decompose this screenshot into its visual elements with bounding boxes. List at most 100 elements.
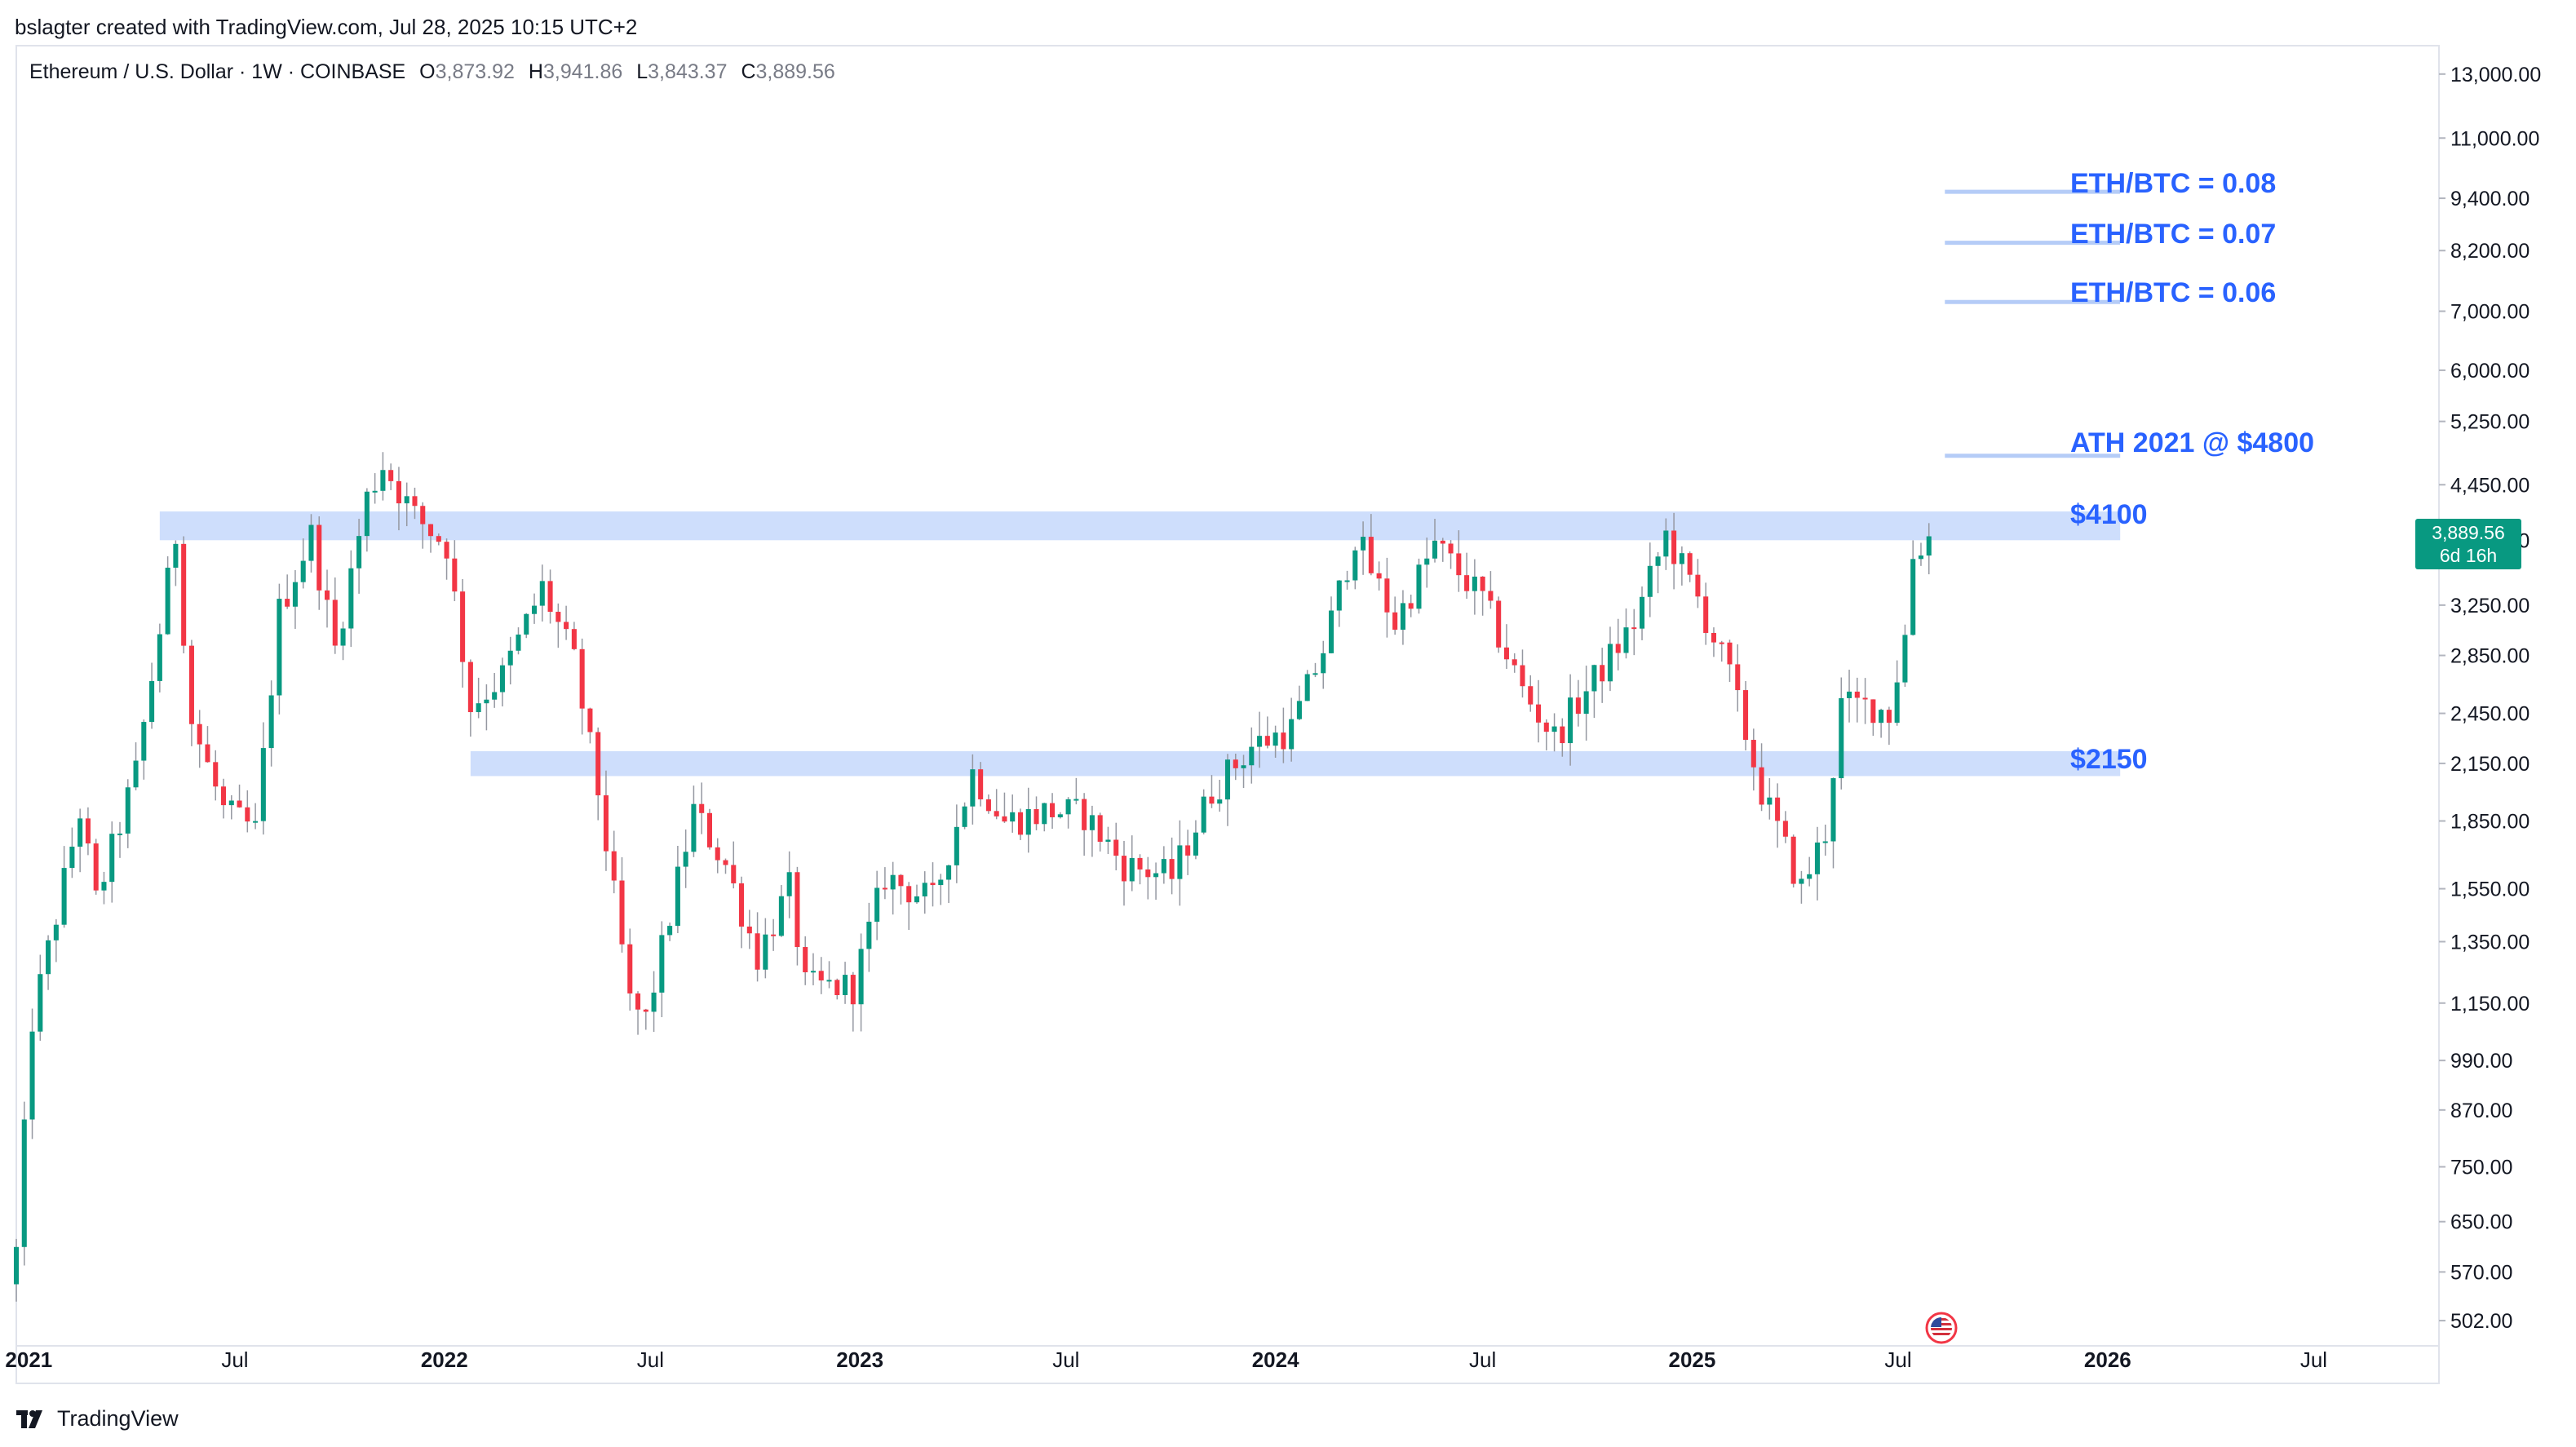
candle-body [850, 975, 856, 1005]
candle [21, 1101, 27, 1266]
candle [316, 516, 322, 610]
time-axis[interactable]: 2021 Jul 2022 Jul 2023 Jul 2024 Jul 2025 Jul 2026 J… [5, 1347, 2327, 1372]
candle [388, 463, 394, 490]
candle [1185, 830, 1191, 875]
candle-body [1233, 759, 1238, 768]
candle [460, 578, 466, 688]
candle-body [1790, 836, 1796, 884]
eth-btc-006-label[interactable]: ETH/BTC = 0.06 [2070, 277, 2277, 308]
candle [1296, 685, 1302, 720]
candle [1097, 812, 1103, 852]
candle [340, 622, 346, 661]
candle [1807, 856, 1812, 887]
candle-body [1017, 812, 1024, 835]
candle-body [532, 605, 538, 614]
candle [1010, 794, 1016, 833]
candle [659, 921, 665, 1018]
candle [1057, 812, 1063, 819]
candle [1799, 870, 1804, 904]
candle-body [444, 542, 449, 559]
candle-body [285, 599, 290, 607]
candle [627, 928, 633, 1011]
eth-btc-008-label[interactable]: ETH/BTC = 0.08 [2070, 168, 2277, 199]
chart-pane[interactable] [15, 45, 2440, 1384]
candle-body [85, 818, 91, 844]
candle-body [1535, 704, 1542, 723]
eth-btc-007-label[interactable]: ETH/BTC = 0.07 [2070, 219, 2277, 250]
candle-body [786, 872, 792, 896]
last-price-value: 3,889.56 [2432, 522, 2505, 543]
candle [539, 564, 545, 622]
candle-body [1185, 845, 1191, 856]
candle-body [1129, 857, 1135, 882]
candle [898, 874, 904, 905]
symbol-name[interactable]: Ethereum / U.S. Dollar · 1W · COINBASE [29, 60, 406, 83]
candle-body [1512, 659, 1517, 666]
candle [1583, 666, 1589, 741]
zone-1[interactable] [470, 750, 2121, 777]
candle-body [300, 560, 306, 582]
candle-body [1057, 814, 1063, 817]
ath-2021-label[interactable]: ATH 2021 @ $4800 [2070, 427, 2315, 458]
candle-body [834, 980, 840, 995]
candle-body [324, 590, 330, 600]
candle-body [985, 799, 991, 812]
candle-body [1025, 808, 1031, 835]
candle-body [1767, 797, 1773, 805]
candle [165, 556, 170, 635]
candle-body [1137, 857, 1143, 870]
price-axis-tick-label: 3,250.00 [2450, 595, 2530, 617]
candle [1376, 561, 1382, 591]
zone-0[interactable] [159, 511, 2121, 541]
candle [380, 452, 386, 501]
tradingview-logo[interactable]: TradingView [16, 1406, 179, 1432]
candle [1568, 674, 1573, 766]
candle-body [635, 993, 641, 1010]
candle [1456, 530, 1462, 592]
price-axis-tick-label: 1,150.00 [2450, 993, 2530, 1016]
candle-body [1257, 736, 1263, 747]
candle [173, 540, 179, 586]
price-axis-tick-label: 502.00 [2450, 1310, 2512, 1333]
candle [683, 829, 688, 888]
time-axis-tick-label: Jul [2300, 1347, 2327, 1372]
candle [1065, 797, 1071, 829]
candle-body [117, 833, 123, 835]
candle [794, 866, 800, 966]
resistance-zone-label[interactable]: $4100 [2070, 499, 2148, 530]
candle [1424, 538, 1430, 588]
candle-body [1193, 832, 1198, 856]
candle [1671, 512, 1677, 590]
candle-body [1456, 553, 1462, 576]
candle [850, 971, 856, 1032]
candle-body [699, 803, 705, 813]
candle-body [1089, 815, 1095, 830]
candle [579, 638, 585, 735]
candle-body [1440, 540, 1445, 544]
candle-body [1743, 690, 1749, 741]
time-axis-tick-label: 2022 [421, 1347, 468, 1372]
candle [564, 605, 569, 640]
candle-body [268, 695, 274, 749]
candle-body [1703, 596, 1709, 633]
candle [1607, 626, 1613, 692]
candle [101, 871, 107, 905]
candle [197, 710, 202, 768]
candle-body [1273, 732, 1278, 746]
candle [404, 482, 409, 527]
candle-body [1751, 740, 1756, 768]
candle-body [1368, 537, 1374, 573]
candle-body [1344, 580, 1350, 582]
candle-body [922, 883, 927, 896]
candle [1543, 719, 1549, 750]
support-zone-label[interactable]: $2150 [2070, 744, 2148, 775]
candle-body [1918, 555, 1923, 560]
candle-body [1153, 873, 1159, 878]
candle-body [1105, 839, 1111, 842]
symbol-legend[interactable]: Ethereum / U.S. Dollar · 1W · COINBASE O… [29, 60, 835, 84]
us-flag-icon[interactable] [1925, 1312, 1958, 1344]
price-axis-tick-label: 9,400.00 [2450, 188, 2530, 210]
price-axis[interactable]: 13,000.00 11,000.00 9,400.00 8,200.00 7,000.… [2439, 64, 2541, 1333]
candle-body [228, 800, 234, 806]
